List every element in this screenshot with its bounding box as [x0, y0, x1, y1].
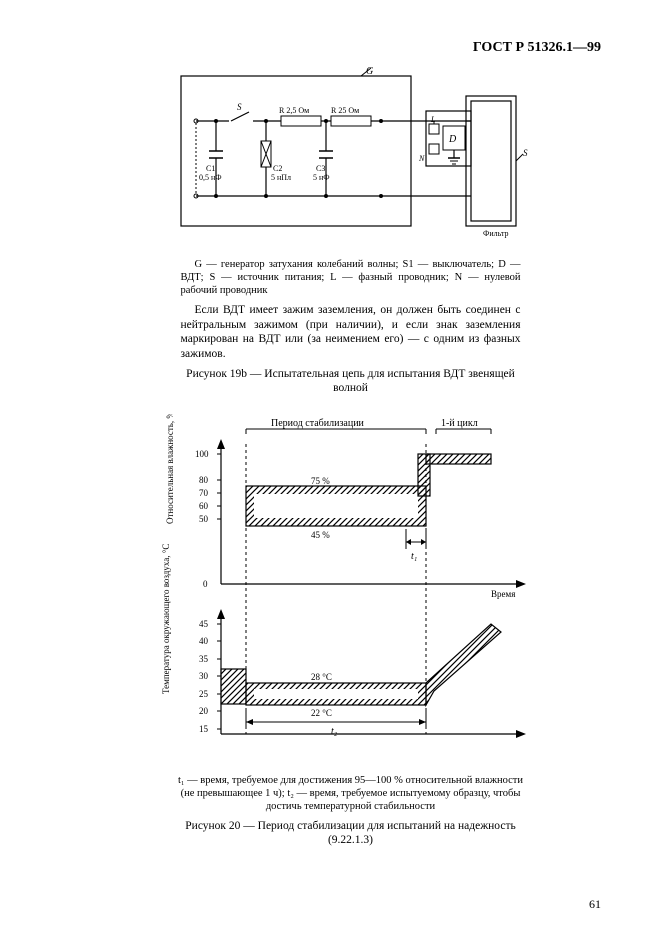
t1-label: t₁ [411, 551, 417, 562]
chart-footnote: t₁ — время, требуемое для достижения 95—… [171, 774, 531, 813]
fig19b-caption: Рисунок 19b — Испытательная цепь для исп… [181, 367, 521, 396]
y2-label: Температура окружающего воздуха, °С [161, 543, 171, 693]
svg-text:0: 0 [203, 579, 208, 589]
label-L: L [430, 115, 436, 124]
fig20-caption: Рисунок 20 — Период стабилизации для исп… [181, 819, 521, 848]
chart-title-right: 1-й цикл [441, 418, 478, 429]
figure-note: Если ВДТ имеет зажим заземления, он долж… [181, 303, 521, 361]
svg-text:30: 30 [199, 671, 209, 681]
svg-text:20: 20 [199, 706, 209, 716]
stabilization-chart: Период стабилизации 1-й цикл 50 60 70 [151, 414, 551, 764]
chart-title: Период стабилизации [271, 418, 365, 429]
x-label-1: Время [491, 589, 515, 599]
label-C1: C1 [206, 164, 215, 173]
svg-text:50: 50 [199, 514, 209, 524]
label-D: D [448, 134, 457, 145]
label-S2: S [523, 148, 528, 158]
temp-high-label: 28 °С [311, 672, 332, 682]
svg-text:45: 45 [199, 619, 209, 629]
temp-low-label: 22 °С [311, 708, 332, 718]
t2-label: t₂ [331, 726, 338, 737]
figure-legend: G — генератор затухания колебаний волны;… [181, 258, 521, 297]
circuit-diagram: G S R 2,5 Ом R 25 Ом [171, 66, 531, 246]
label-R1: R 2,5 Ом [279, 106, 309, 115]
label-R2: R 25 Ом [331, 106, 359, 115]
label-N: N [418, 154, 425, 163]
label-S1: S [237, 102, 242, 112]
label-C1v: 0,5 нФ [199, 173, 222, 182]
label-C3v: 5 нФ [313, 173, 330, 182]
svg-text:100: 100 [195, 449, 209, 459]
svg-text:60: 60 [199, 501, 209, 511]
y1-label: Относительная влажность, % [165, 414, 175, 524]
svg-text:25: 25 [199, 689, 209, 699]
doc-header: ГОСТ Р 51326.1—99 [100, 40, 601, 56]
svg-text:40: 40 [199, 636, 209, 646]
svg-text:80: 80 [199, 475, 209, 485]
humidity-high-label: 75 % [311, 476, 330, 486]
label-C2: C2 [273, 164, 282, 173]
svg-text:70: 70 [199, 488, 209, 498]
svg-text:35: 35 [199, 654, 209, 664]
label-filter: Фильтр [483, 229, 509, 238]
label-C3: C3 [316, 164, 325, 173]
svg-text:15: 15 [199, 724, 209, 734]
label-C2v: 5 нПл [271, 173, 291, 182]
humidity-low-label: 45 % [311, 530, 330, 540]
page: ГОСТ Р 51326.1—99 G S R 2,5 Ом [0, 0, 661, 936]
page-number: 61 [589, 897, 601, 912]
